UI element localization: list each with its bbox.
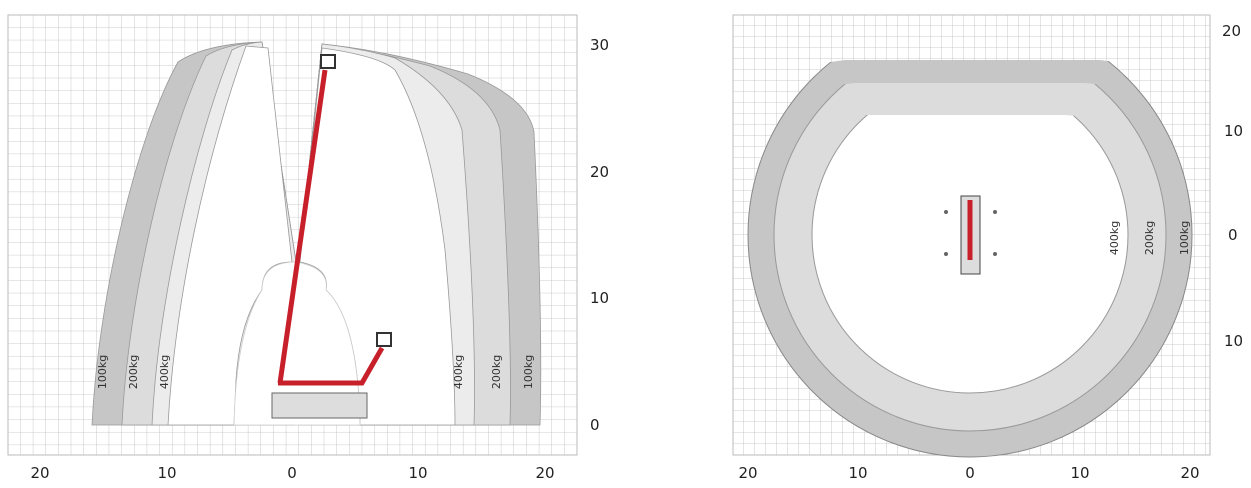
x-label: 10 xyxy=(848,464,867,482)
x-label: 10 xyxy=(408,464,427,482)
y-label: 20 xyxy=(590,163,609,181)
basket xyxy=(320,54,336,69)
boom xyxy=(278,346,385,386)
x-label: 0 xyxy=(287,464,297,482)
vehicle xyxy=(944,195,997,275)
load-label: 100kg xyxy=(96,355,109,389)
y-label: 30 xyxy=(590,36,609,54)
x-label: 20 xyxy=(1180,464,1199,482)
y-label: 10 xyxy=(590,289,609,307)
y-label: 20 xyxy=(1222,22,1241,40)
x-label: 20 xyxy=(738,464,757,482)
load-label: 200kg xyxy=(1143,221,1156,255)
y-label: 0 xyxy=(1228,226,1238,244)
x-label: 0 xyxy=(965,464,975,482)
platform xyxy=(271,54,392,419)
x-label: 10 xyxy=(1070,464,1089,482)
y-label: 10 xyxy=(1224,122,1243,140)
load-label: 400kg xyxy=(452,355,465,389)
y-label: 10 xyxy=(1224,332,1243,350)
y-label: 0 xyxy=(590,416,600,434)
load-label: 100kg xyxy=(1178,221,1191,255)
x-label: 10 xyxy=(157,464,176,482)
x-label: 20 xyxy=(535,464,554,482)
load-label: 400kg xyxy=(1108,221,1121,255)
truck xyxy=(271,392,368,419)
x-label: 20 xyxy=(30,464,49,482)
side-view: 30 20 10 0 20 10 0 10 20 100kg 200kg 400… xyxy=(7,14,609,482)
load-label: 100kg xyxy=(522,355,535,389)
load-label: 200kg xyxy=(127,355,140,389)
top-view: 20 10 0 10 20 10 0 10 20 400kg 200kg 100… xyxy=(732,14,1243,482)
boom xyxy=(277,69,328,384)
load-label: 400kg xyxy=(158,355,171,389)
basket xyxy=(376,332,392,347)
load-label: 200kg xyxy=(490,355,503,389)
